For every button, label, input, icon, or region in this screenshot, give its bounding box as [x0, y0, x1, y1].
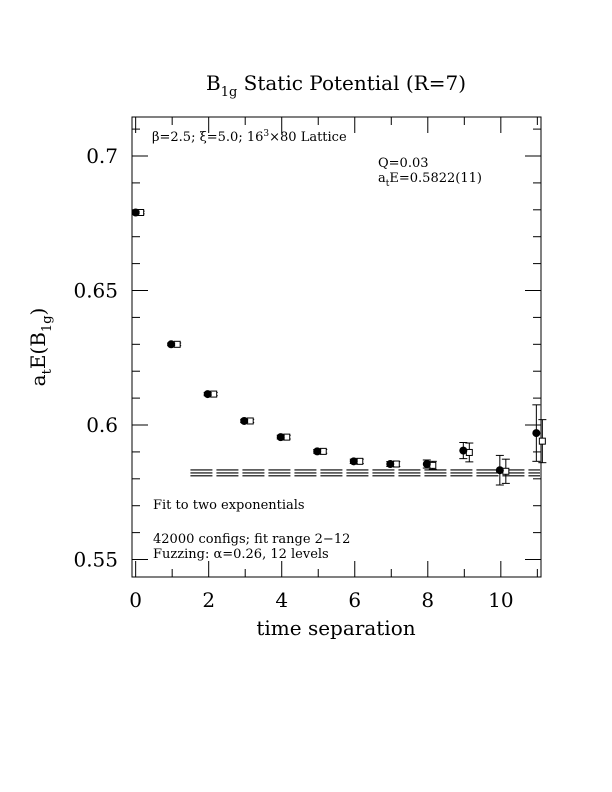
y-tick-label: 0.6	[86, 413, 118, 437]
chart-title-sub: 1g	[221, 85, 238, 100]
x-tick-labels: 0 2 4 6 8 10	[129, 588, 513, 612]
circle-point	[459, 446, 468, 455]
plot-frame	[131, 116, 542, 578]
circle-point	[532, 429, 541, 438]
fit-description: Fit to two exponentials	[153, 498, 305, 513]
energy-t: t	[386, 179, 390, 189]
square-point	[502, 467, 510, 475]
chart-title-rest: Static Potential (R=7)	[237, 71, 466, 95]
y-tick-labels: 0.55 0.6 0.65 0.7	[73, 144, 118, 572]
lattice-suffix: ×80 Lattice	[269, 130, 347, 145]
y-axis-label-group: atE(B1g)	[26, 308, 55, 387]
x-tick-label: 6	[348, 588, 361, 612]
circle-point	[422, 460, 431, 469]
circle-point	[386, 460, 395, 469]
square-point	[538, 437, 546, 445]
q-value: Q=0.03	[378, 156, 429, 171]
fit-band	[190, 469, 540, 477]
lattice-sup: 3	[263, 129, 269, 139]
axis-ticks	[132, 117, 541, 577]
y-axis-label: atE(B1g)	[26, 308, 55, 387]
y-tick-label: 0.65	[73, 279, 118, 303]
ylabel-close: )	[26, 308, 50, 316]
x-tick-label: 4	[275, 588, 288, 612]
lattice-prefix: β=2.5; ξ=5.0; 16	[152, 130, 263, 145]
ylabel-t: t	[40, 368, 55, 374]
circle-point	[313, 447, 322, 456]
chart-title-main: B	[206, 71, 221, 95]
y-tick-label: 0.7	[86, 144, 118, 168]
circle-point	[276, 433, 285, 442]
energy-fit-value: atE=0.5822(11)	[378, 171, 482, 189]
circle-point	[240, 416, 249, 425]
x-tick-label: 8	[421, 588, 434, 612]
circle-point	[131, 208, 140, 217]
ylabel-sub: 1g	[40, 315, 55, 332]
ylabel-e: E(B	[26, 332, 50, 369]
chart-title: B1g Static Potential (R=7)	[206, 71, 466, 100]
x-tick-label: 10	[488, 588, 513, 612]
lattice-annotation: β=2.5; ξ=5.0; 163×80 Lattice	[152, 129, 347, 145]
y-tick-label: 0.55	[73, 548, 118, 572]
x-tick-label: 2	[202, 588, 215, 612]
circle-point	[167, 340, 176, 349]
ylabel-a: a	[26, 374, 50, 386]
fuzzing-note: Fuzzing: α=0.26, 12 levels	[153, 547, 329, 562]
energy-a: a	[378, 171, 386, 186]
circle-point	[495, 466, 504, 475]
energy-rest: E=0.5822(11)	[389, 171, 482, 186]
configs-note: 42000 configs; fit range 2−12	[153, 532, 350, 547]
circle-point	[203, 390, 212, 399]
x-axis-label: time separation	[256, 616, 415, 640]
data-points	[131, 208, 547, 486]
circle-point	[349, 457, 358, 466]
x-tick-label: 0	[129, 588, 142, 612]
